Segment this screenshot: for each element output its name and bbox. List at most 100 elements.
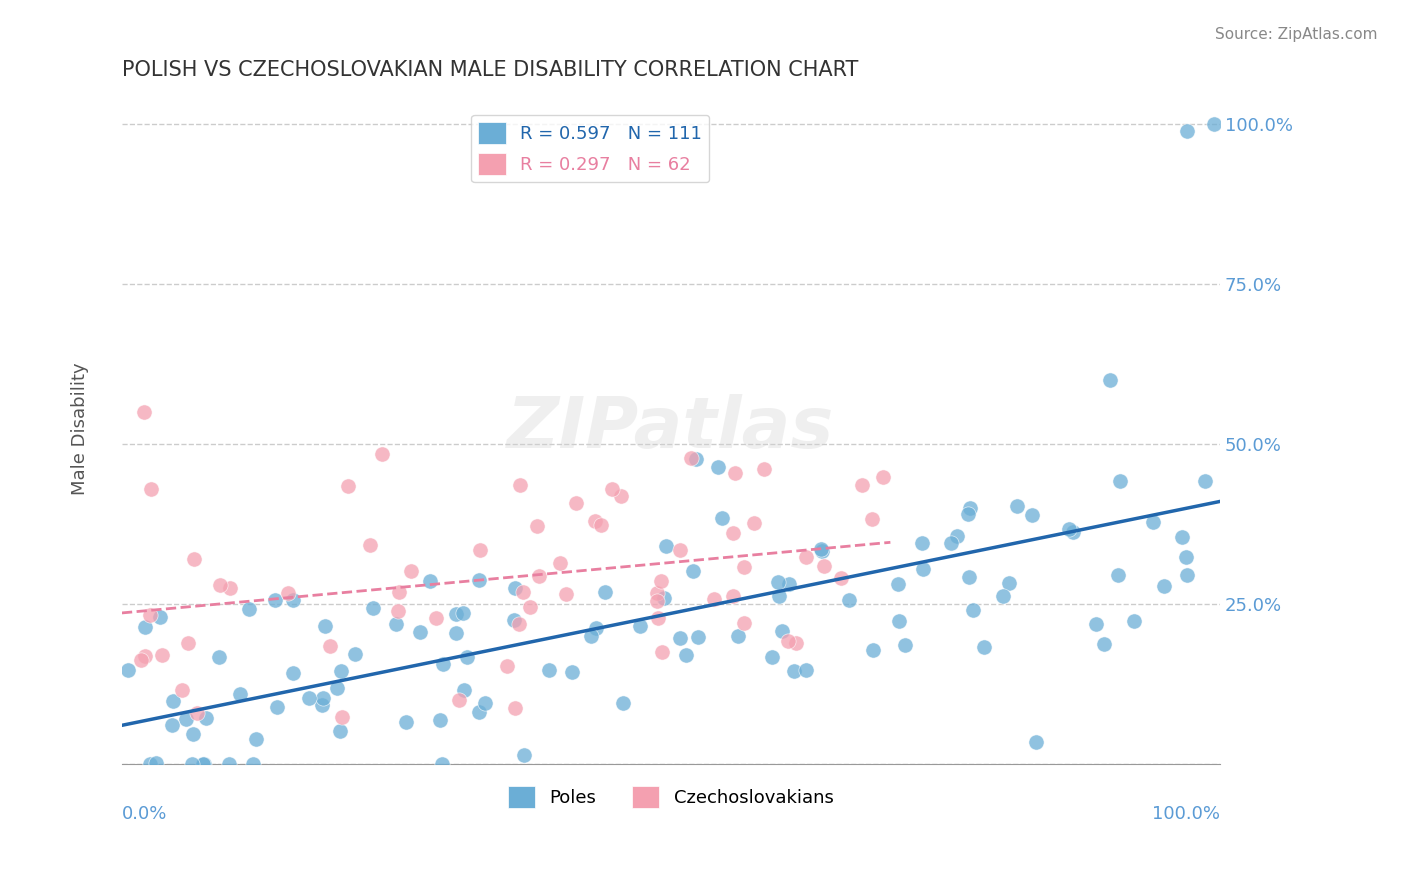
Point: [208, 649, 231, 664]
Point: [180, 757, 202, 772]
Point: [172, 682, 194, 697]
Point: [370, 447, 392, 461]
Point: [721, 526, 744, 541]
Point: [395, 715, 418, 730]
Point: [585, 621, 607, 635]
Point: [811, 544, 834, 558]
Point: [444, 626, 467, 640]
Text: Source: ZipAtlas.com: Source: ZipAtlas.com: [1215, 27, 1378, 42]
Point: [336, 479, 359, 493]
Point: [446, 607, 468, 621]
Point: [277, 586, 299, 600]
Point: [432, 657, 454, 672]
Point: [512, 585, 534, 599]
Point: [430, 757, 453, 772]
Point: [794, 550, 817, 565]
Point: [1062, 524, 1084, 539]
Point: [754, 462, 776, 476]
Point: [208, 578, 231, 592]
Point: [312, 690, 335, 705]
Point: [1194, 474, 1216, 488]
Point: [600, 482, 623, 496]
Point: [733, 616, 755, 631]
Point: [1107, 567, 1129, 582]
Text: POLISH VS CZECHOSLOVAKIAN MALE DISABILITY CORRELATION CHART: POLISH VS CZECHOSLOVAKIAN MALE DISABILIT…: [122, 60, 858, 79]
Point: [548, 556, 571, 570]
Point: [727, 629, 749, 643]
Point: [359, 538, 381, 552]
Point: [1005, 500, 1028, 514]
Point: [509, 478, 531, 492]
Point: [862, 642, 884, 657]
Text: ZIPatlas: ZIPatlas: [508, 393, 835, 463]
Point: [1153, 579, 1175, 593]
Point: [266, 699, 288, 714]
Point: [1025, 735, 1047, 749]
Point: [519, 599, 541, 614]
Point: [957, 507, 980, 521]
Point: [283, 592, 305, 607]
Point: [311, 698, 333, 712]
Point: [1175, 568, 1198, 582]
Point: [565, 495, 588, 509]
Point: [468, 542, 491, 557]
Point: [723, 589, 745, 603]
Point: [361, 601, 384, 615]
Point: [959, 500, 981, 515]
Point: [429, 714, 451, 728]
Point: [768, 575, 790, 590]
Point: [941, 535, 963, 549]
Point: [314, 619, 336, 633]
Point: [742, 516, 765, 531]
Point: [329, 724, 352, 739]
Point: [911, 535, 934, 549]
Point: [645, 593, 668, 607]
Point: [1171, 530, 1194, 544]
Point: [778, 634, 800, 648]
Point: [652, 591, 675, 606]
Point: [872, 469, 894, 483]
Point: [150, 648, 173, 663]
Point: [229, 687, 252, 701]
Point: [610, 489, 633, 503]
Point: [957, 570, 980, 584]
Point: [139, 757, 162, 772]
Point: [894, 638, 917, 652]
Point: [991, 589, 1014, 603]
Point: [195, 711, 218, 725]
Point: [1175, 123, 1198, 137]
Legend: Poles, Czechoslovakians: Poles, Czechoslovakians: [501, 780, 841, 815]
Point: [647, 611, 669, 625]
Point: [650, 574, 672, 589]
Point: [946, 529, 969, 543]
Point: [1059, 522, 1081, 536]
Point: [813, 558, 835, 573]
Point: [330, 664, 353, 678]
Point: [174, 712, 197, 726]
Point: [889, 614, 911, 628]
Point: [669, 542, 692, 557]
Point: [399, 564, 422, 578]
Point: [589, 517, 612, 532]
Text: Male Disability: Male Disability: [70, 362, 89, 494]
Point: [561, 665, 583, 680]
Point: [555, 587, 578, 601]
Point: [326, 681, 349, 695]
Point: [1204, 117, 1226, 131]
Text: 100.0%: 100.0%: [1152, 805, 1220, 822]
Point: [583, 515, 606, 529]
Point: [388, 585, 411, 599]
Point: [1175, 549, 1198, 564]
Point: [183, 551, 205, 566]
Point: [686, 630, 709, 644]
Point: [675, 648, 697, 662]
Point: [193, 757, 215, 772]
Point: [508, 617, 530, 632]
Point: [860, 512, 883, 526]
Point: [711, 511, 734, 525]
Point: [794, 663, 817, 677]
Point: [962, 603, 984, 617]
Point: [283, 666, 305, 681]
Point: [238, 602, 260, 616]
Point: [612, 697, 634, 711]
